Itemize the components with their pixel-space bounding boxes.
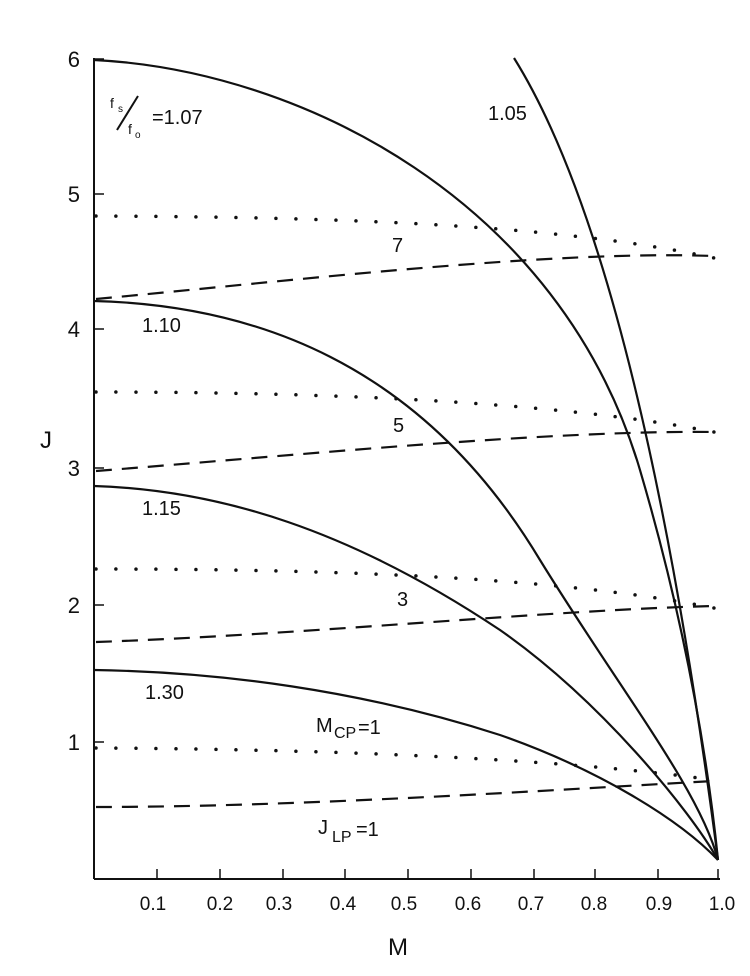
dashed-curves <box>95 254 715 809</box>
label-jlp-5: 5 <box>393 415 404 437</box>
curve-labels: f s f o =1.07 1.05 1.10 1.15 1.30 7 5 3 … <box>110 95 527 846</box>
svg-text:=1: =1 <box>358 717 381 739</box>
svg-text:=1: =1 <box>356 819 379 841</box>
x-tick-label: 0.5 <box>391 894 417 915</box>
svg-text:f: f <box>110 95 114 111</box>
svg-text:CP: CP <box>334 725 356 742</box>
label-jlp-7: 7 <box>392 235 403 257</box>
y-tick-label: 1 <box>68 730 80 755</box>
mcp-label: M CP =1 <box>316 715 381 742</box>
svg-text:J: J <box>318 817 328 839</box>
svg-text:s: s <box>118 104 123 115</box>
mcp-5-line <box>94 390 716 434</box>
y-tick-label: 5 <box>68 182 80 207</box>
label-1-10: 1.10 <box>142 315 181 337</box>
x-tick-label: 0.4 <box>330 894 357 915</box>
x-tick-label: 0.3 <box>266 894 292 915</box>
jlp-label: J LP =1 <box>318 817 379 846</box>
curve-1-05 <box>513 57 720 861</box>
y-tick-label: 2 <box>68 593 80 618</box>
ratio-value: =1.07 <box>152 107 203 129</box>
y-tick-label: 4 <box>68 317 80 342</box>
y-tick-label: 3 <box>68 456 80 481</box>
label-1-15: 1.15 <box>142 498 181 520</box>
mcp-7-line <box>94 214 716 260</box>
dotted-curves <box>94 214 716 782</box>
label-1-05: 1.05 <box>488 103 527 125</box>
svg-text:f: f <box>128 121 132 137</box>
svg-text:o: o <box>135 130 141 141</box>
mcp-1-line <box>94 746 716 782</box>
jlp-3-line <box>95 604 715 644</box>
svg-text:M: M <box>316 715 333 737</box>
x-ticks <box>156 869 719 879</box>
y-tick-labels: 6 5 4 3 2 1 <box>68 47 80 755</box>
svg-text:LP: LP <box>332 829 352 846</box>
label-jlp-3: 3 <box>397 589 408 611</box>
axes <box>93 58 720 880</box>
curve-1-07 <box>93 58 720 861</box>
x-tick-label: 0.8 <box>581 894 607 915</box>
y-axis-title: J <box>40 427 52 454</box>
x-tick-labels: 0.1 0.2 0.3 0.4 0.5 0.6 0.7 0.8 0.9 1.0 <box>140 894 735 915</box>
curve-1-30 <box>93 668 719 861</box>
curve-1-15 <box>93 484 719 861</box>
x-tick-label: 0.7 <box>518 894 544 915</box>
x-tick-label: 0.2 <box>207 894 233 915</box>
x-tick-label: 1.0 <box>709 894 735 915</box>
x-tick-label: 0.1 <box>140 894 166 915</box>
x-axis-title: M <box>388 934 408 961</box>
y-ticks <box>94 58 104 743</box>
ratio-label: f s f o =1.07 <box>110 95 203 141</box>
label-1-30: 1.30 <box>145 682 184 704</box>
x-tick-label: 0.6 <box>455 894 481 915</box>
solid-curves <box>93 57 720 861</box>
jlp-7-line <box>95 254 715 301</box>
x-tick-label: 0.9 <box>646 894 672 915</box>
jlp-1-line <box>95 779 715 809</box>
curve-1-10 <box>93 299 720 861</box>
y-tick-label: 6 <box>68 47 80 72</box>
jlp-5-line <box>95 430 715 473</box>
